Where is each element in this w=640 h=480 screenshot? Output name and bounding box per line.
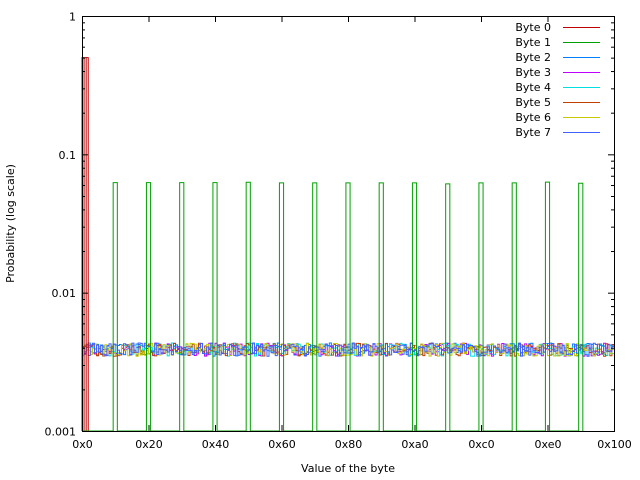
y-tick-label: 1 bbox=[69, 11, 76, 24]
y-axis-label: Probability (log scale) bbox=[4, 164, 17, 283]
series-line-byte-1 bbox=[82, 181, 584, 432]
x-tick-label: 0x20 bbox=[135, 438, 163, 451]
legend-label: Byte 3 bbox=[515, 66, 551, 79]
y-tick-label: 0.01 bbox=[52, 287, 77, 300]
x-tick-label: 0xa0 bbox=[401, 438, 428, 451]
x-tick-label: 0x80 bbox=[335, 438, 363, 451]
x-tick-label: 0x100 bbox=[597, 438, 632, 451]
series-line-byte-7 bbox=[82, 342, 614, 357]
x-axis-label: Value of the byte bbox=[301, 462, 395, 475]
legend: Byte 0 Byte 1 Byte 2 Byte 3 Byte 4 Byte 5 Byte… bbox=[515, 21, 600, 139]
legend-label: Byte 1 bbox=[515, 36, 551, 49]
x-tick-label: 0x40 bbox=[202, 438, 230, 451]
legend-label: Byte 4 bbox=[515, 81, 551, 94]
x-tick-label: 0x60 bbox=[268, 438, 296, 451]
legend-label: Byte 0 bbox=[515, 21, 551, 34]
legend-label: Byte 2 bbox=[515, 51, 551, 64]
legend-label: Byte 6 bbox=[515, 111, 551, 124]
legend-label: Byte 7 bbox=[515, 126, 551, 139]
y-tick-label: 0.001 bbox=[45, 426, 77, 439]
ticks-layer: 0x0 0x20 0x40 0x60 0x80 0xa0 0xc0 0xe0 0x100 0.00… bbox=[45, 11, 632, 452]
legend-label: Byte 5 bbox=[515, 96, 551, 109]
x-tick-label: 0x0 bbox=[72, 438, 93, 451]
y-tick-label: 0.1 bbox=[59, 149, 77, 162]
x-tick-label: 0xe0 bbox=[535, 438, 562, 451]
x-tick-label: 0xc0 bbox=[468, 438, 494, 451]
